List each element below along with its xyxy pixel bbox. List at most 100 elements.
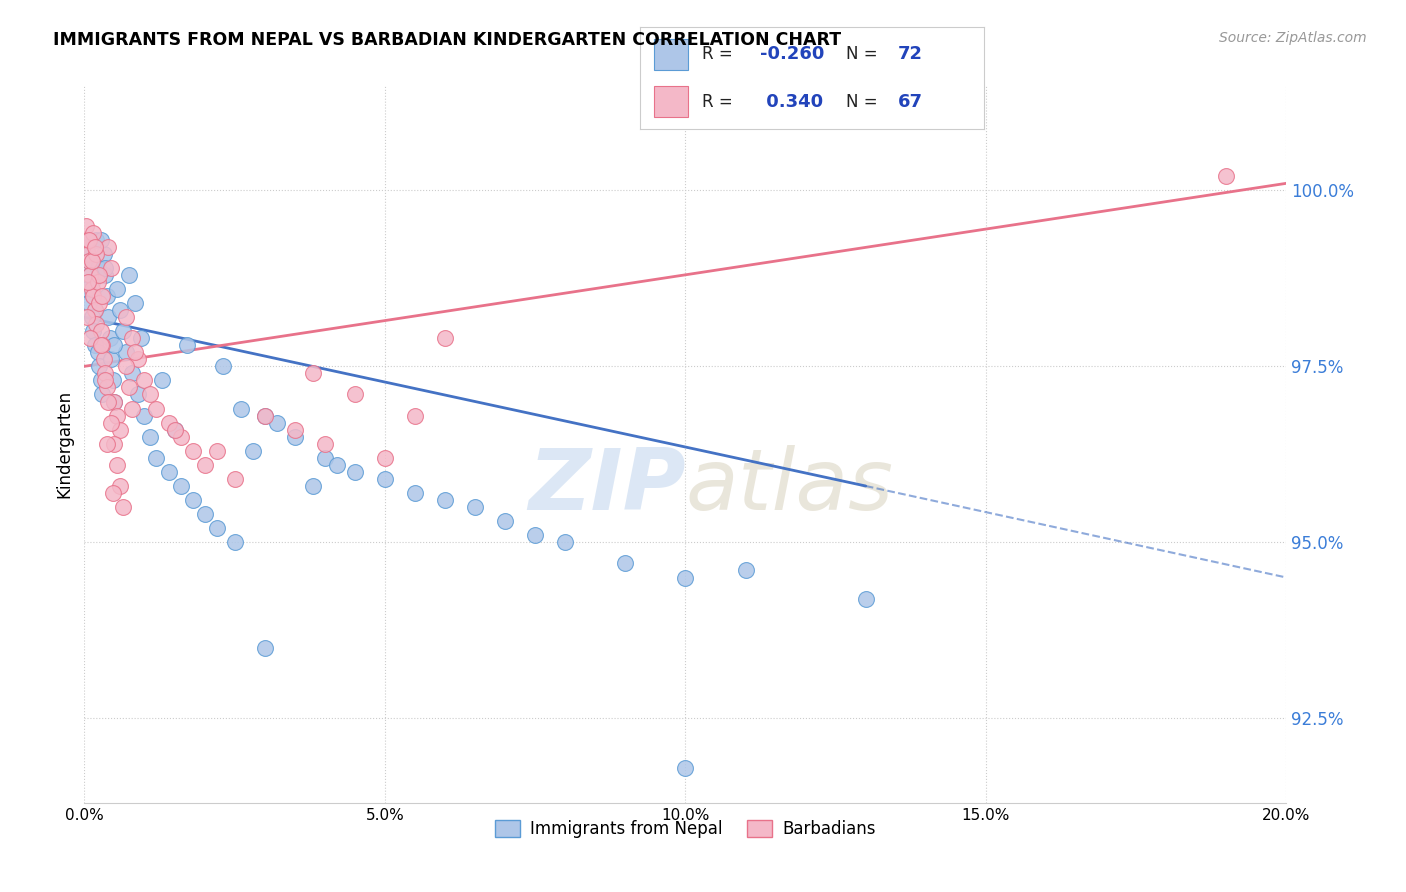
Point <box>224 535 246 549</box>
Point <box>91 338 114 352</box>
Point <box>82 324 104 338</box>
Point <box>229 401 252 416</box>
Point <box>94 373 117 387</box>
Point <box>163 423 186 437</box>
Text: 72: 72 <box>898 45 924 63</box>
Point <box>121 331 143 345</box>
Point <box>404 486 426 500</box>
Point <box>124 296 146 310</box>
Point <box>112 324 135 338</box>
Point <box>554 535 576 549</box>
Point <box>77 253 100 268</box>
Point <box>94 260 117 275</box>
Point <box>224 472 246 486</box>
Point <box>100 260 122 275</box>
Point <box>97 394 120 409</box>
Point <box>194 507 217 521</box>
Point <box>90 233 112 247</box>
Point <box>253 640 276 655</box>
Point <box>79 331 101 345</box>
Point <box>464 500 486 515</box>
Point <box>169 430 191 444</box>
Point <box>734 564 756 578</box>
Point <box>76 282 98 296</box>
Point <box>103 394 125 409</box>
Text: Source: ZipAtlas.com: Source: ZipAtlas.com <box>1219 31 1367 45</box>
Point <box>110 423 132 437</box>
Point <box>76 233 98 247</box>
Point <box>118 380 141 394</box>
Point <box>103 394 125 409</box>
Point <box>84 303 107 318</box>
Text: atlas: atlas <box>686 445 893 528</box>
Point <box>253 409 276 423</box>
Point <box>90 338 112 352</box>
Point <box>127 387 149 401</box>
Text: N =: N = <box>846 93 883 111</box>
Point <box>89 268 111 282</box>
Point <box>96 289 118 303</box>
Text: 67: 67 <box>898 93 924 111</box>
Point <box>86 233 108 247</box>
Point <box>374 450 396 465</box>
Point <box>107 458 129 472</box>
Text: R =: R = <box>702 45 738 63</box>
Point <box>343 465 366 479</box>
Point <box>176 338 198 352</box>
Legend: Immigrants from Nepal, Barbadians: Immigrants from Nepal, Barbadians <box>488 814 883 845</box>
Point <box>675 570 697 584</box>
Point <box>494 514 516 528</box>
Point <box>121 367 143 381</box>
Point <box>79 268 101 282</box>
Point <box>77 296 100 310</box>
Bar <box>654 87 688 117</box>
Point <box>301 479 323 493</box>
Point <box>145 401 167 416</box>
Point <box>86 246 108 260</box>
Point <box>97 240 120 254</box>
Point <box>118 268 141 282</box>
Point <box>80 275 103 289</box>
Point <box>80 310 103 324</box>
Point <box>139 387 162 401</box>
Text: 0.340: 0.340 <box>761 93 824 111</box>
Point <box>77 233 100 247</box>
Point <box>145 450 167 465</box>
Point <box>84 338 107 352</box>
Point <box>93 246 115 260</box>
Point <box>524 528 547 542</box>
Point <box>96 436 118 450</box>
Point <box>89 359 111 374</box>
Point <box>80 253 103 268</box>
Point <box>855 591 877 606</box>
Point <box>94 367 117 381</box>
Point <box>86 275 108 289</box>
Point <box>211 359 233 374</box>
Point <box>80 282 103 296</box>
Point <box>112 500 135 515</box>
Point <box>91 289 114 303</box>
Point <box>97 310 120 324</box>
Point <box>163 423 186 437</box>
Point <box>84 240 107 254</box>
Point <box>91 387 114 401</box>
Point <box>77 253 100 268</box>
Y-axis label: Kindergarten: Kindergarten <box>55 390 73 498</box>
Point <box>139 430 162 444</box>
Point <box>115 310 138 324</box>
Point <box>157 416 180 430</box>
Point <box>82 226 104 240</box>
Point <box>343 387 366 401</box>
Text: R =: R = <box>702 93 738 111</box>
Point <box>124 345 146 359</box>
Point <box>326 458 349 472</box>
Point <box>103 338 125 352</box>
Point <box>434 331 457 345</box>
Point <box>374 472 396 486</box>
Text: ZIP: ZIP <box>527 445 686 528</box>
Text: N =: N = <box>846 45 883 63</box>
Point <box>1215 169 1237 184</box>
Point <box>205 521 228 535</box>
Point <box>253 409 276 423</box>
Point <box>314 436 336 450</box>
